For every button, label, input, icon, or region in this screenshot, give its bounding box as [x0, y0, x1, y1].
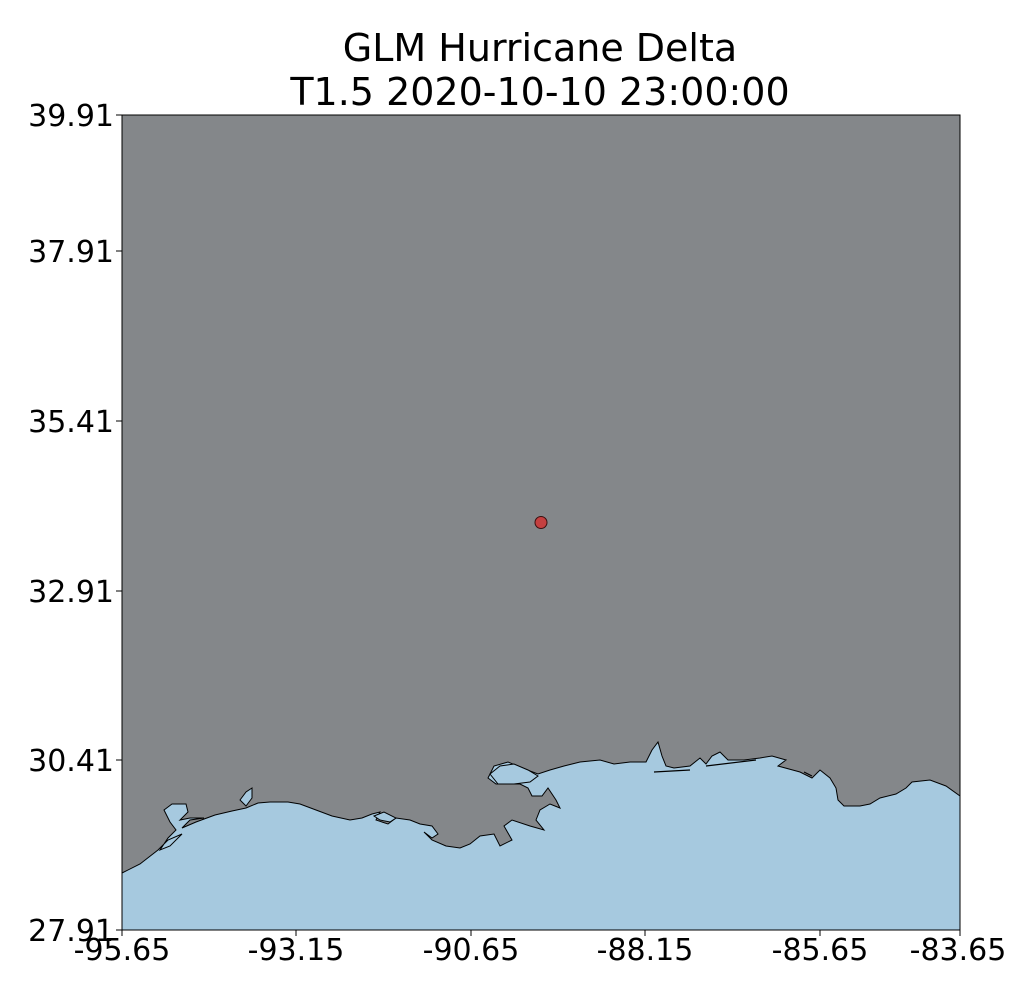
y-tick-label: 32.91	[28, 575, 114, 610]
gulf-water	[121, 740, 961, 931]
x-tick-label: -93.15	[248, 933, 345, 968]
x-tick-label: -88.15	[597, 933, 694, 968]
x-tick-label: -83.65	[910, 933, 1007, 968]
y-tick-label: 35.41	[28, 405, 114, 440]
map-title-line-2: T1.5 2020-10-10 23:00:00	[290, 70, 790, 114]
map-title-line-1: GLM Hurricane Delta	[342, 26, 738, 70]
x-tick-label: -85.65	[772, 933, 869, 968]
y-tick-label: 30.41	[28, 744, 114, 779]
y-tick-label: 39.91	[28, 99, 114, 134]
x-tick-label: -90.65	[423, 933, 520, 968]
y-tick-label: 27.91	[28, 914, 114, 949]
lightning-flash-point	[534, 516, 548, 529]
x-tick-label: -95.65	[74, 933, 171, 968]
y-tick-label: 37.91	[28, 235, 114, 270]
barrier-island	[653, 759, 813, 777]
lake-pontchartrain	[489, 763, 539, 785]
barrier-island	[372, 811, 397, 823]
plot-frame	[121, 114, 961, 931]
barrier-island	[239, 787, 253, 807]
